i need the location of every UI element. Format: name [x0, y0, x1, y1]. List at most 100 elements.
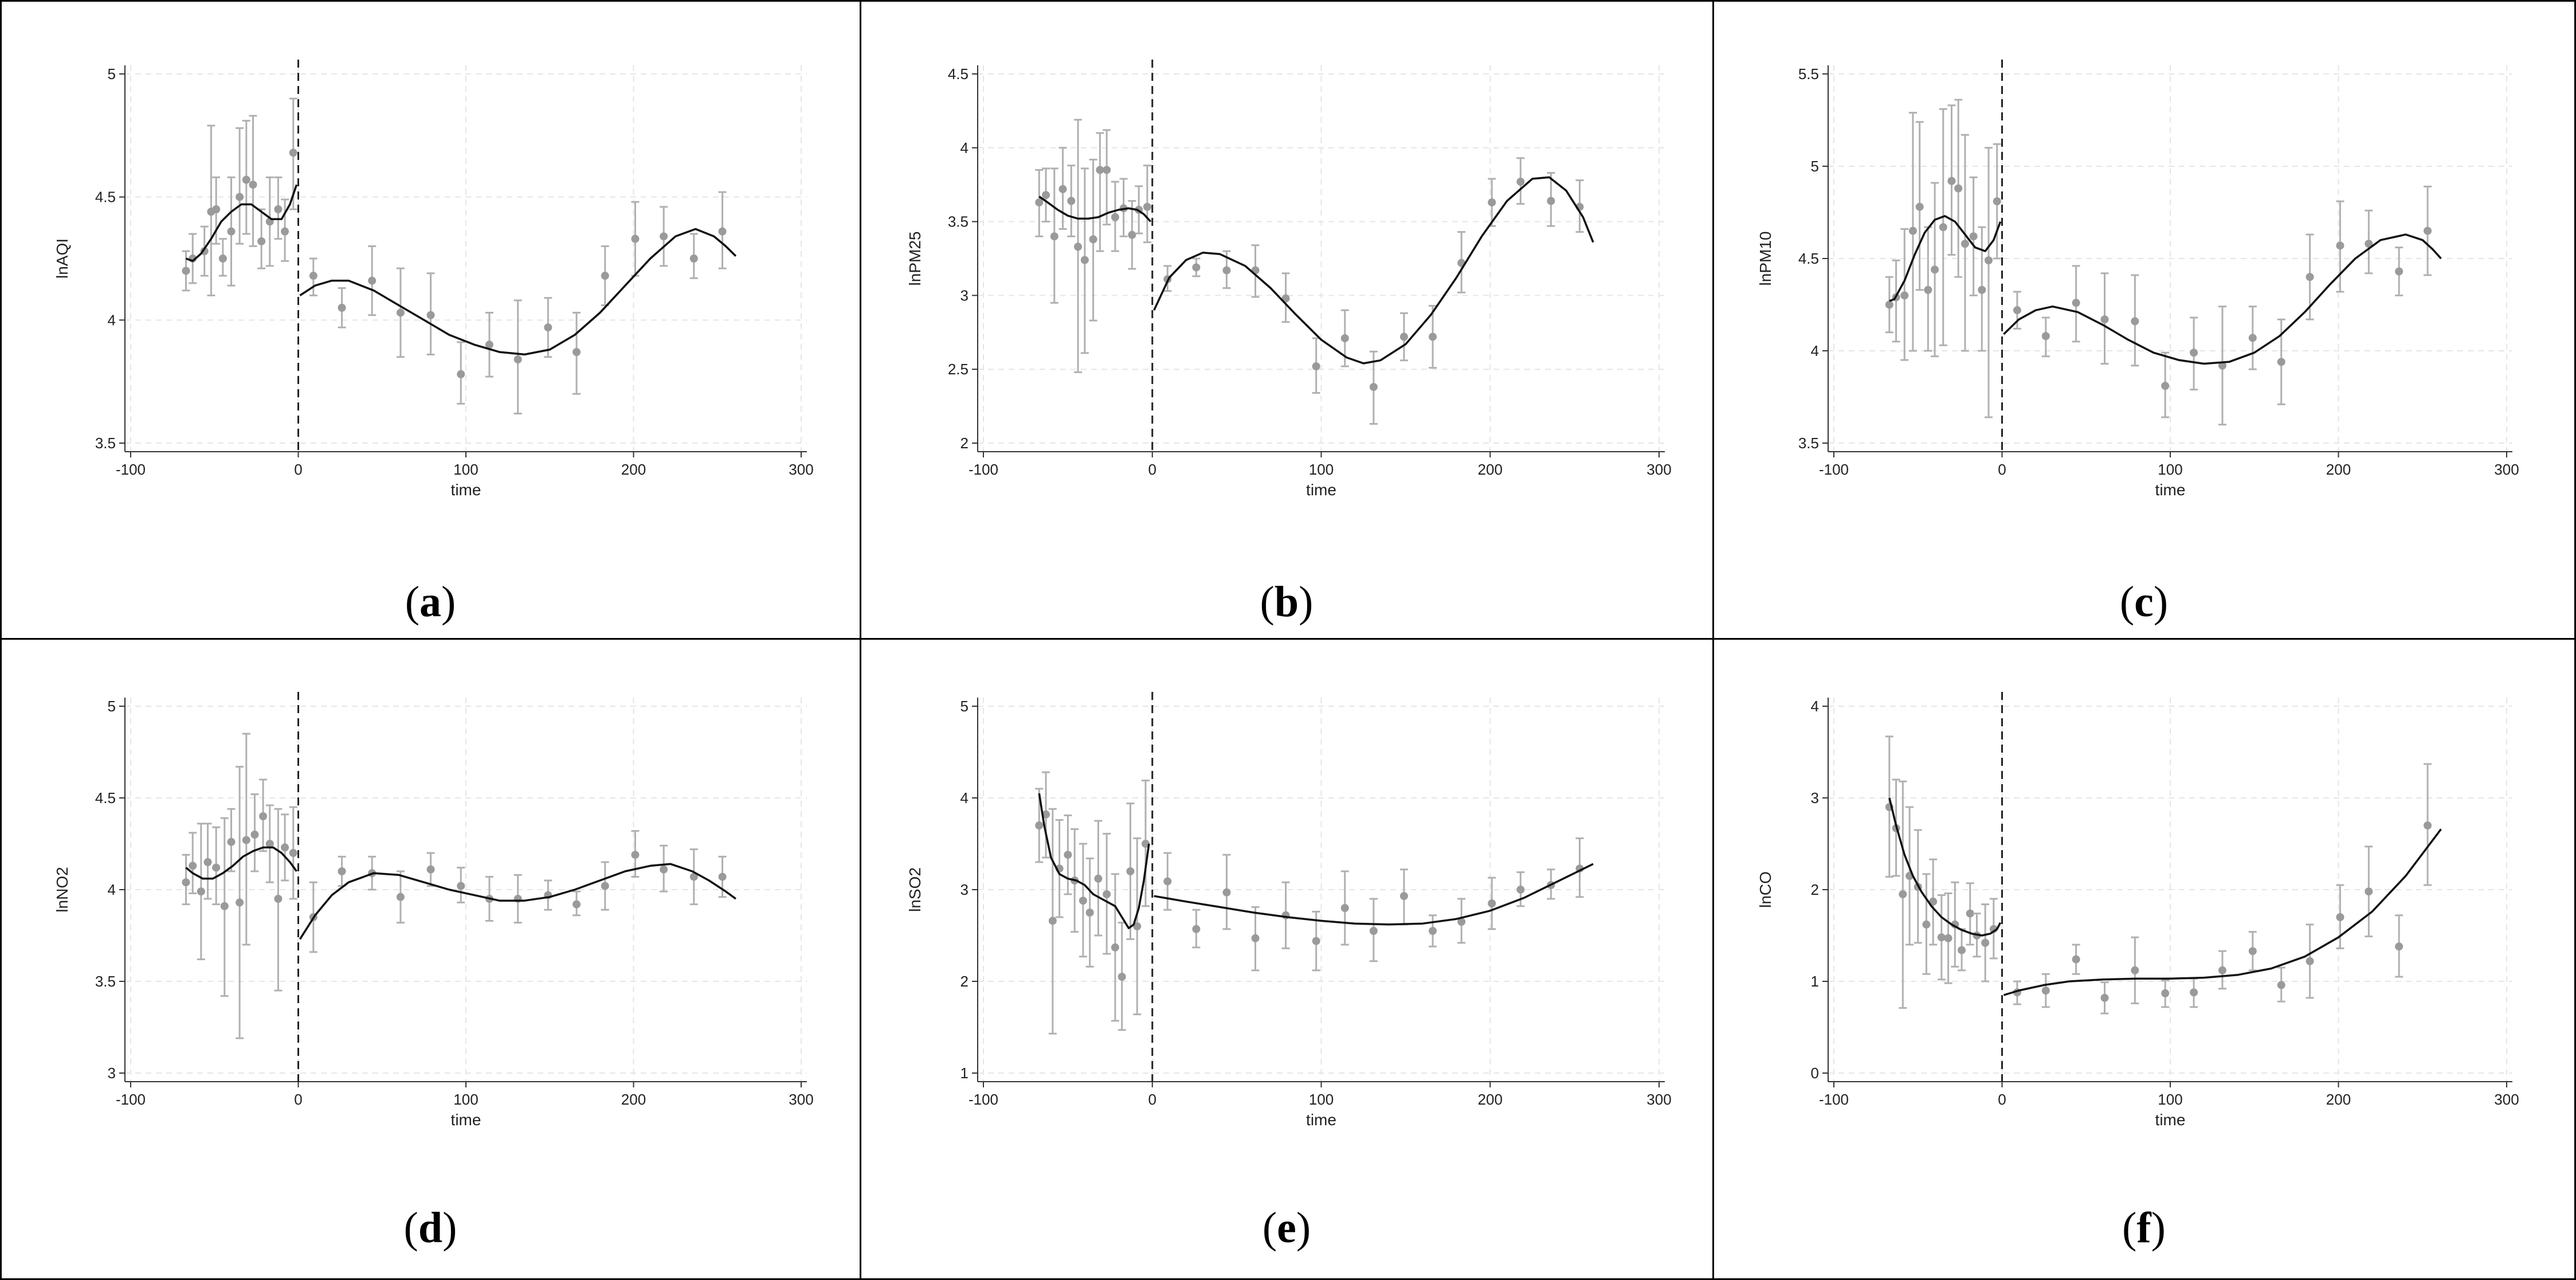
- data-point: [236, 898, 244, 907]
- x-axis-label: time: [2155, 1111, 2186, 1129]
- chart-panel-b: 2 2.5 3 3.5 4 4.5 -100 0 100 200 300 time lnPM25 (b): [906, 60, 1672, 626]
- data-point: [2041, 332, 2050, 340]
- data-point: [1900, 291, 1909, 300]
- data-point: [1954, 184, 1963, 193]
- panel-caption: (f): [2122, 1204, 2166, 1252]
- data-point: [257, 237, 266, 245]
- data-point: [1399, 892, 1408, 901]
- y-tick-label: 5: [108, 698, 116, 715]
- data-point: [396, 308, 405, 317]
- data-point: [289, 849, 297, 857]
- data-point: [1058, 185, 1067, 193]
- x-axis-label: time: [1306, 1111, 1336, 1129]
- data-point: [182, 878, 190, 887]
- data-point: [1111, 213, 1119, 221]
- data-point: [1094, 874, 1103, 883]
- data-point: [601, 272, 609, 280]
- data-point: [265, 840, 274, 848]
- data-point: [513, 355, 522, 364]
- fit-curve-left: [185, 184, 298, 263]
- data-point: [1429, 332, 1437, 341]
- data-point: [1067, 197, 1076, 205]
- data-point: [1192, 925, 1201, 933]
- data-point: [2248, 334, 2257, 342]
- data-point: [1340, 334, 1349, 343]
- data-point: [1103, 166, 1111, 174]
- data-point: [2277, 981, 2285, 989]
- data-point: [212, 863, 221, 872]
- data-point: [2072, 955, 2080, 964]
- data-point: [1399, 332, 1408, 341]
- data-point: [2100, 993, 2109, 1002]
- data-point: [1163, 877, 1172, 886]
- x-tick-label: 200: [2326, 461, 2351, 478]
- x-tick-label: 100: [1309, 1091, 1334, 1108]
- fit-curve-left: [1889, 215, 2002, 302]
- panel-caption: (a): [405, 578, 456, 626]
- y-tick-label: 5: [108, 65, 116, 83]
- data-point: [1885, 300, 1893, 309]
- data-point: [1929, 897, 1938, 906]
- y-axis-label: lnCO: [1756, 871, 1774, 908]
- fit-curve-right: [2003, 233, 2442, 365]
- data-point: [1547, 197, 1555, 205]
- fit-curve-right: [1154, 863, 1594, 926]
- data-point: [1931, 265, 1939, 274]
- data-point: [1961, 240, 1969, 248]
- x-tick-label: 100: [2158, 1091, 2182, 1108]
- fit-curve-right: [1153, 176, 1594, 365]
- data-point: [227, 227, 236, 236]
- data-point: [1222, 266, 1231, 275]
- y-tick-label: 5: [960, 698, 969, 715]
- data-point: [1947, 177, 1956, 185]
- data-point: [396, 893, 405, 901]
- data-point: [1080, 256, 1089, 264]
- x-tick-label: -100: [969, 1091, 998, 1108]
- x-tick-label: -100: [969, 461, 998, 478]
- data-point: [203, 858, 212, 866]
- panel-caption: (b): [1260, 578, 1314, 626]
- x-tick-label: 0: [1998, 1091, 2006, 1108]
- data-point: [242, 836, 250, 844]
- data-point: [1937, 933, 1946, 942]
- data-point: [601, 882, 609, 890]
- x-tick-label: 300: [789, 1091, 813, 1108]
- chart-panel-d: 3 3.5 4 4.5 5 -100 0 100 200 300 time lnNO2 (d): [53, 692, 814, 1252]
- data-point: [457, 370, 465, 378]
- data-point: [338, 867, 346, 875]
- data-point: [631, 851, 640, 859]
- data-point: [1981, 938, 1990, 947]
- x-axis-label: time: [451, 481, 481, 499]
- data-point: [197, 887, 205, 896]
- y-tick-label: 3.5: [95, 435, 116, 452]
- x-tick-label: 200: [621, 461, 646, 478]
- data-point: [544, 323, 552, 332]
- y-tick-label: 2: [1811, 881, 1819, 898]
- y-tick-label: 4.5: [95, 189, 116, 206]
- data-point: [1369, 383, 1378, 392]
- y-tick-label: 4: [108, 311, 116, 328]
- data-point: [1429, 927, 1437, 935]
- data-point: [1978, 285, 1986, 294]
- y-tick-label: 0: [1811, 1064, 1819, 1082]
- data-point: [2218, 966, 2226, 974]
- data-point: [182, 267, 190, 275]
- data-point: [660, 865, 668, 874]
- data-point: [1111, 943, 1119, 952]
- data-point: [2190, 988, 2198, 997]
- x-tick-label: -100: [116, 1091, 146, 1108]
- y-tick-label: 3.5: [95, 973, 116, 990]
- x-tick-label: 0: [1148, 1091, 1156, 1108]
- data-point: [426, 865, 435, 874]
- data-point: [2424, 226, 2432, 235]
- data-point: [1915, 202, 1924, 211]
- x-tick-label: 200: [2326, 1091, 2351, 1108]
- x-tick-label: 300: [1646, 461, 1671, 478]
- data-point: [1042, 810, 1050, 819]
- x-tick-label: 200: [1478, 461, 1503, 478]
- data-point: [2161, 989, 2170, 997]
- data-point: [689, 872, 698, 881]
- data-point: [1939, 223, 1947, 232]
- data-point: [1133, 922, 1142, 930]
- data-point: [2395, 942, 2404, 951]
